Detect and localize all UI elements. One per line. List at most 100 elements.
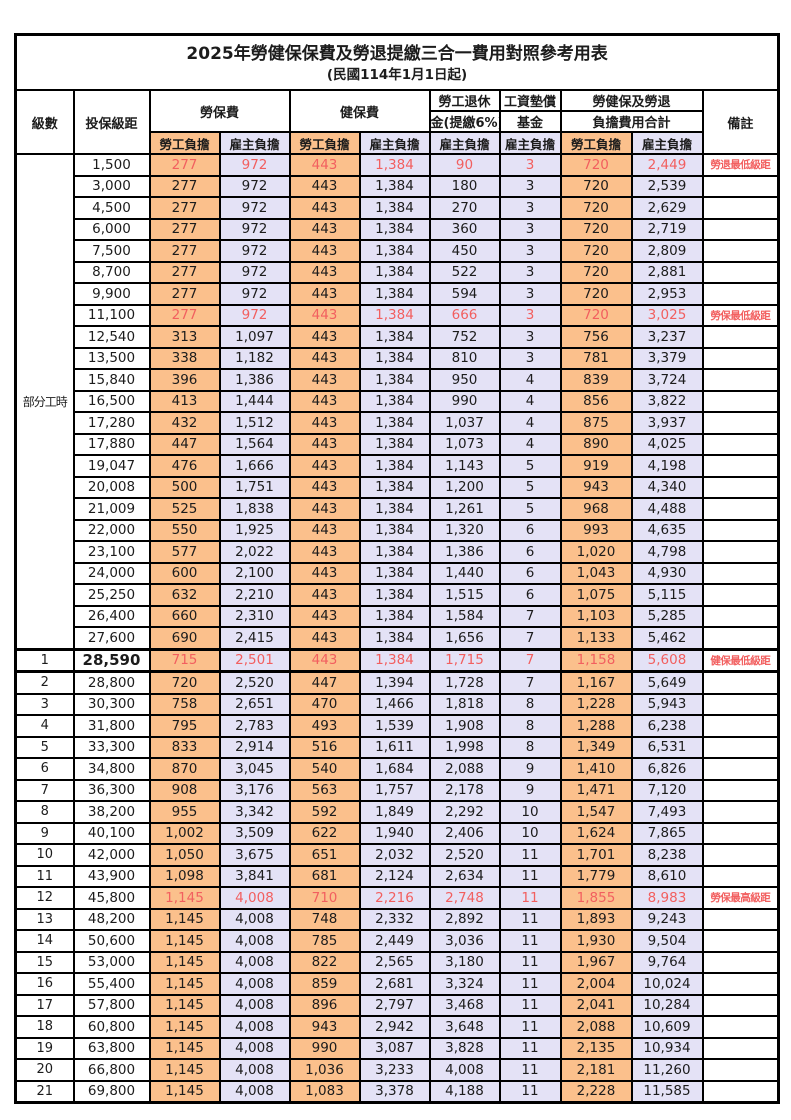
- value-cell: 5,649: [630, 670, 704, 695]
- value-cell: 443: [288, 475, 361, 499]
- value-cell: 7,120: [630, 778, 704, 802]
- value-cell: 1,037: [428, 411, 501, 435]
- table-row: 部分工時 1,500 277 972 443 1,384 90 3 720 2,449 勞退最低級距: [14, 153, 780, 650]
- value-cell: 443: [288, 454, 361, 478]
- value-cell: 432: [148, 411, 221, 435]
- value-cell: 1,584: [428, 604, 501, 628]
- remark-cell: [701, 389, 780, 413]
- value-cell: 4,008: [218, 993, 291, 1017]
- value-cell: 8,238: [630, 843, 704, 867]
- value-cell: 1,145: [148, 950, 221, 974]
- level-cell: 9: [14, 821, 75, 845]
- table-row: 14 50,600 1,145 4,008 785 2,449 3,036 11 1,930 9,…: [14, 929, 780, 953]
- value-cell: 1,855: [559, 886, 633, 910]
- value-cell: 1,145: [148, 929, 221, 953]
- remark-cell: 勞保最低級距: [701, 303, 780, 327]
- value-cell: 2,100: [218, 561, 291, 585]
- remark-cell: [701, 260, 780, 284]
- value-cell: 1,384: [358, 346, 431, 370]
- level-cell: 21: [14, 1079, 75, 1104]
- value-cell: 7,493: [630, 800, 704, 824]
- value-cell: 5,285: [630, 604, 704, 628]
- bracket-cell: 60,800: [72, 1015, 151, 1039]
- value-cell: 1,020: [559, 540, 633, 564]
- value-cell: 1,158: [559, 647, 633, 673]
- value-cell: 1,075: [559, 583, 633, 607]
- level-cell: 14: [14, 929, 75, 953]
- value-cell: 2,124: [358, 864, 431, 888]
- value-cell: 8,610: [630, 864, 704, 888]
- level-cell: 7: [14, 778, 75, 802]
- value-cell: 908: [148, 778, 221, 802]
- remark-cell: [701, 907, 780, 931]
- value-cell: 2,022: [218, 540, 291, 564]
- remark-cell: 健保最低級距: [701, 647, 780, 673]
- bracket-cell: 42,000: [72, 843, 151, 867]
- value-cell: 1,050: [148, 843, 221, 867]
- value-cell: 2,942: [358, 1015, 431, 1039]
- value-cell: 592: [288, 800, 361, 824]
- level-cell: 12: [14, 886, 75, 910]
- value-cell: 720: [559, 260, 633, 284]
- bracket-cell: 28,590: [72, 647, 151, 673]
- value-cell: 4,340: [630, 475, 704, 499]
- value-cell: 1,849: [358, 800, 431, 824]
- col-header-bracket: 投保級距: [72, 89, 151, 155]
- subheader-labor-employer: 雇主負擔: [218, 131, 291, 155]
- level-cell: 8: [14, 800, 75, 824]
- value-cell: 447: [288, 670, 361, 695]
- remark-cell: [701, 561, 780, 585]
- value-cell: 1,384: [358, 303, 431, 327]
- value-cell: 2,501: [218, 647, 291, 673]
- header-row-burden: 勞工負擔 雇主負擔 勞工負擔 雇主負擔 雇主負擔 雇主負擔 勞工負擔 雇主負擔: [16, 131, 779, 155]
- bracket-cell: 53,000: [72, 950, 151, 974]
- remark-cell: [701, 993, 780, 1017]
- value-cell: 1,073: [428, 432, 501, 456]
- bracket-cell: 22,000: [72, 518, 151, 542]
- table-row: 6 34,800 870 3,045 540 1,684 2,088 9 1,410 6,826: [14, 757, 780, 781]
- value-cell: 443: [288, 153, 361, 177]
- value-cell: 720: [559, 153, 633, 177]
- value-cell: 3,648: [428, 1015, 501, 1039]
- value-cell: 338: [148, 346, 221, 370]
- value-cell: 9,243: [630, 907, 704, 931]
- value-cell: 2,520: [428, 843, 501, 867]
- value-cell: 1,145: [148, 993, 221, 1017]
- remark-cell: 勞保最高級距: [701, 886, 780, 910]
- value-cell: 5: [498, 454, 562, 478]
- table-row: 11,100 277 972 443 1,384 666 3 720 3,025 勞保最低級距: [16, 303, 780, 327]
- value-cell: 7: [498, 647, 562, 673]
- value-cell: 1,684: [358, 757, 431, 781]
- value-cell: 2,292: [428, 800, 501, 824]
- level-group-part-time: 部分工時: [14, 153, 75, 650]
- value-cell: 990: [428, 389, 501, 413]
- value-cell: 1,384: [358, 583, 431, 607]
- value-cell: 1,320: [428, 518, 501, 542]
- remark-cell: [701, 950, 780, 974]
- value-cell: 875: [559, 411, 633, 435]
- value-cell: 443: [288, 411, 361, 435]
- value-cell: 443: [288, 432, 361, 456]
- value-cell: 890: [559, 432, 633, 456]
- value-cell: 470: [288, 692, 361, 716]
- value-cell: 1,103: [559, 604, 633, 628]
- value-cell: 1,384: [358, 561, 431, 585]
- remark-cell: [701, 497, 780, 521]
- value-cell: 2,629: [630, 196, 704, 220]
- value-cell: 720: [148, 670, 221, 695]
- value-cell: 3,087: [358, 1036, 431, 1060]
- bracket-cell: 17,280: [72, 411, 151, 435]
- value-cell: 7: [498, 626, 562, 650]
- value-cell: 3: [498, 282, 562, 306]
- table-row: 17,880 447 1,564 443 1,384 1,073 4 890 4,025: [16, 432, 780, 456]
- bracket-cell: 43,900: [72, 864, 151, 888]
- value-cell: 6,238: [630, 714, 704, 738]
- remark-cell: [701, 692, 780, 716]
- value-cell: 1,384: [358, 260, 431, 284]
- value-cell: 3,324: [428, 972, 501, 996]
- value-cell: 3: [498, 174, 562, 198]
- value-cell: 4,008: [218, 972, 291, 996]
- remark-cell: [701, 196, 780, 220]
- value-cell: 720: [559, 217, 633, 241]
- value-cell: 1,384: [358, 540, 431, 564]
